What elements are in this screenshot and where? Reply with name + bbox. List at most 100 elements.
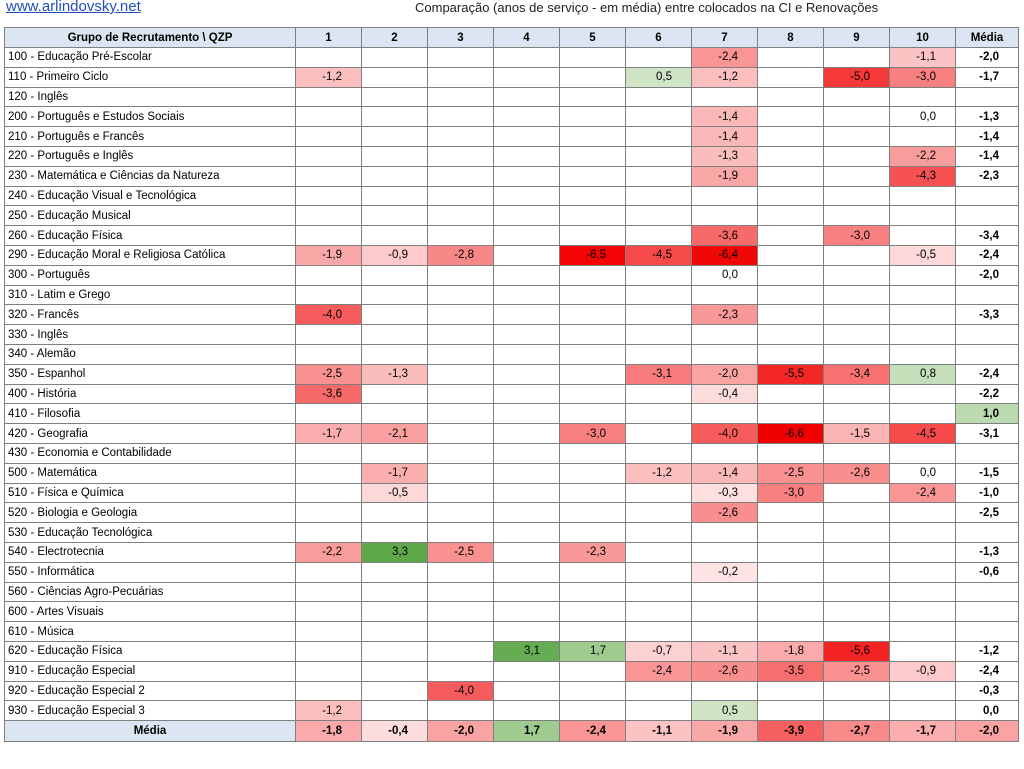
value-cell — [889, 264, 956, 286]
value-cell — [757, 561, 824, 583]
table-row: 350 - Espanhol -2,5 -1,3 -3,1 -2,0 -5,5 -3,4 0,… — [4, 363, 1019, 385]
row-label: 300 - Português — [4, 264, 296, 286]
column-header-qzp: 1 — [295, 27, 362, 48]
row-average-cell: -2,4 — [955, 363, 1019, 385]
value-cell — [889, 522, 956, 543]
value-cell: -3,0 — [757, 482, 824, 504]
value-cell: -1,4 — [691, 462, 758, 484]
row-label: 530 - Educação Tecnológica — [4, 522, 296, 543]
table-row: 230 - Matemática e Ciências da Natureza -… — [4, 165, 1019, 187]
value-cell — [559, 621, 626, 642]
row-label: 430 - Economia e Contabilidade — [4, 442, 296, 464]
value-cell — [559, 363, 626, 385]
row-average-cell — [955, 86, 1019, 108]
value-cell — [295, 640, 362, 662]
value-cell — [427, 601, 494, 623]
column-header-qzp: 6 — [625, 27, 692, 48]
value-cell — [559, 264, 626, 286]
value-cell — [493, 244, 560, 266]
value-cell: -3,4 — [823, 363, 890, 385]
value-cell — [295, 225, 362, 246]
value-cell — [295, 205, 362, 227]
value-cell — [361, 225, 428, 246]
value-cell — [889, 205, 956, 227]
value-cell — [295, 561, 362, 583]
value-cell: -2,6 — [823, 462, 890, 484]
value-cell: -2,4 — [625, 660, 692, 682]
value-cell — [757, 225, 824, 246]
value-cell — [625, 185, 692, 207]
value-cell — [691, 581, 758, 603]
footer-average-cell: -2,0 — [427, 720, 494, 743]
value-cell — [361, 561, 428, 583]
row-average-cell: -2,4 — [955, 660, 1019, 682]
value-cell — [493, 363, 560, 385]
table-row: 510 - Física e Química -0,5 -0,3 -3,0 -2,4 -1… — [4, 482, 1019, 504]
table-row: 600 - Artes Visuais — [4, 601, 1019, 623]
value-cell: -2,4 — [889, 482, 956, 504]
value-cell — [889, 700, 956, 722]
value-cell — [889, 304, 956, 326]
value-cell: -2,2 — [889, 145, 956, 167]
value-cell — [757, 621, 824, 642]
value-cell: -5,0 — [823, 66, 890, 88]
value-cell — [823, 185, 890, 207]
value-cell: -6,5 — [559, 244, 626, 266]
value-cell — [691, 403, 758, 425]
value-cell — [493, 581, 560, 603]
row-label: 540 - Electrotecnia — [4, 541, 296, 563]
table-row: 260 - Educação Física -3,6 -3,0 -3,4 — [4, 225, 1019, 246]
site-link[interactable]: www.arlindovsky.net — [6, 0, 141, 15]
value-cell: -3,0 — [889, 66, 956, 88]
value-cell — [427, 660, 494, 682]
value-cell — [361, 304, 428, 326]
table-row: 200 - Português e Estudos Sociais -1,4 0,0… — [4, 106, 1019, 128]
value-cell — [757, 324, 824, 345]
row-label: 220 - Português e Inglês — [4, 145, 296, 167]
value-cell — [361, 343, 428, 365]
row-average-cell — [955, 185, 1019, 207]
value-cell — [889, 403, 956, 425]
row-label: 340 - Alemão — [4, 343, 296, 365]
value-cell — [559, 145, 626, 167]
value-cell — [493, 462, 560, 484]
value-cell — [493, 541, 560, 563]
value-cell — [361, 660, 428, 682]
value-cell: -4,3 — [889, 165, 956, 187]
row-average-cell: -1,3 — [955, 106, 1019, 128]
value-cell — [493, 601, 560, 623]
value-cell — [823, 86, 890, 108]
row-label: 910 - Educação Especial — [4, 660, 296, 682]
row-label: 520 - Biologia e Geologia — [4, 502, 296, 524]
value-cell: -4,5 — [625, 244, 692, 266]
value-cell — [757, 403, 824, 425]
value-cell — [361, 264, 428, 286]
value-cell — [493, 403, 560, 425]
row-average-cell — [955, 324, 1019, 345]
column-header-qzp: 3 — [427, 27, 494, 48]
value-cell — [427, 205, 494, 227]
value-cell — [361, 284, 428, 306]
value-cell — [625, 86, 692, 108]
value-cell: -1,3 — [361, 363, 428, 385]
value-cell — [625, 522, 692, 543]
row-average-cell: -1,0 — [955, 482, 1019, 504]
row-average-cell: -2,2 — [955, 383, 1019, 405]
value-cell — [625, 621, 692, 642]
row-label: 310 - Latim e Grego — [4, 284, 296, 306]
table-row: 400 - História -3,6 -0,4 -2,2 — [4, 383, 1019, 405]
value-cell — [823, 304, 890, 326]
value-cell — [361, 165, 428, 187]
value-cell — [559, 284, 626, 306]
value-cell — [427, 106, 494, 128]
footer-average-cell: -1,9 — [691, 720, 758, 743]
row-average-cell: 0,0 — [955, 700, 1019, 722]
value-cell — [559, 482, 626, 504]
value-cell — [361, 324, 428, 345]
value-cell — [823, 522, 890, 543]
comparison-table: Grupo de Recrutamento \ QZP 1 2 3 4 5 6 7 8 9 10 M… — [4, 27, 1019, 743]
value-cell: -3,6 — [691, 225, 758, 246]
table-body: 100 - Educação Pré-Escolar -2,4 -1,1 -2,0 11… — [4, 47, 1019, 722]
value-cell — [559, 660, 626, 682]
value-cell — [493, 284, 560, 306]
